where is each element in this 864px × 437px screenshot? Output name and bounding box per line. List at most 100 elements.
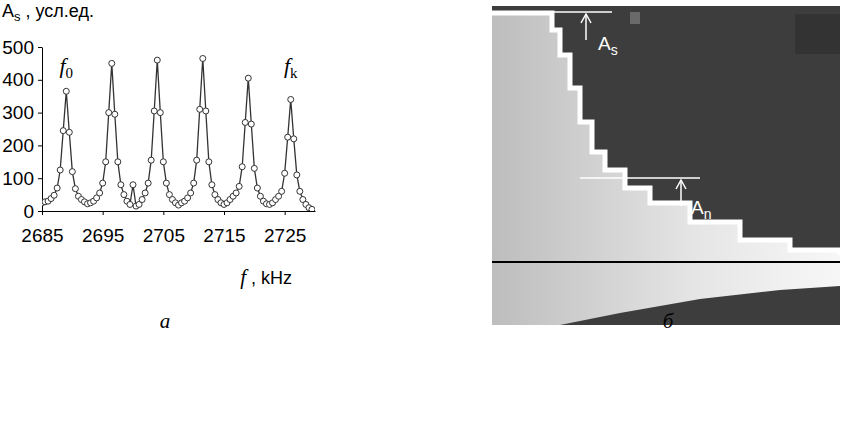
data-point <box>57 167 63 173</box>
level-arrow-head <box>676 180 686 189</box>
figure: 2685 2695 2705 2715 2725 0 100 200 300 400 500 f0 fk… <box>0 0 864 437</box>
data-point <box>163 180 169 186</box>
plot-area <box>42 55 315 211</box>
image-lower-dark <box>560 286 840 325</box>
level-label: As <box>598 33 618 58</box>
y-axis-title: As , усл.ед. <box>2 1 94 24</box>
data-point <box>51 192 57 198</box>
peak-label-sub: 0 <box>66 65 74 81</box>
x-tick-label: 2705 <box>143 225 185 246</box>
peak-label-sub: k <box>290 65 298 81</box>
y-tick-mark <box>38 113 42 114</box>
data-point <box>209 182 215 188</box>
y-tick: 500 <box>2 37 42 58</box>
data-point <box>203 108 209 114</box>
x-axis-title-rest: , kHz <box>246 268 292 288</box>
data-point <box>139 197 145 203</box>
y-tick: 300 <box>2 102 42 123</box>
data-point <box>103 159 109 165</box>
data-point <box>97 190 103 196</box>
data-point <box>115 159 121 165</box>
data-point <box>239 164 245 170</box>
y-tick: 0 <box>23 201 42 222</box>
data-point <box>72 186 78 192</box>
y-tick-mark <box>38 145 42 146</box>
x-axis: 2685 2695 2705 2715 2725 <box>21 211 315 246</box>
data-point <box>279 188 285 194</box>
data-point <box>206 159 212 165</box>
level-arrow-shaft <box>585 15 587 40</box>
data-point <box>60 128 66 134</box>
data-point <box>118 182 124 188</box>
data-point <box>251 165 257 171</box>
x-axis-title: f , kHz <box>240 265 292 289</box>
panel-label: а <box>160 309 171 333</box>
y-tick-label: 500 <box>2 37 34 58</box>
x-tick-mark <box>103 211 104 215</box>
data-point <box>54 185 60 191</box>
data-point <box>63 88 69 94</box>
y-tick-label: 400 <box>2 69 34 90</box>
peak-label: f0 <box>59 53 73 81</box>
data-point <box>309 206 315 211</box>
y-tick: 100 <box>2 168 42 189</box>
peak-label: fk <box>284 53 298 81</box>
level-line <box>492 11 612 13</box>
y-tick-mark <box>38 47 42 48</box>
y-tick-label: 0 <box>23 201 34 222</box>
x-tick-mark <box>224 211 225 215</box>
data-point <box>291 136 297 142</box>
data-point <box>248 121 254 127</box>
y-tick: 200 <box>2 135 42 156</box>
data-point <box>200 55 206 61</box>
data-point <box>188 190 194 196</box>
data-point <box>294 172 300 178</box>
x-tick-mark <box>163 211 164 215</box>
data-point <box>154 57 160 63</box>
series-line <box>42 58 312 209</box>
y-tick-mark <box>38 178 42 179</box>
data-point <box>130 182 136 188</box>
y-axis-line <box>42 48 43 212</box>
x-tick: 2725 <box>264 211 306 246</box>
level-arrow-head <box>581 14 591 23</box>
y-tick-label: 100 <box>2 168 34 189</box>
x-tick-label: 2685 <box>21 225 63 246</box>
data-point <box>100 180 106 186</box>
y-axis-title-main: A <box>2 1 14 21</box>
data-point <box>288 96 294 102</box>
data-point <box>191 180 197 186</box>
image-patch <box>630 12 640 24</box>
x-tick-label: 2725 <box>264 225 306 246</box>
level-label-sub: s <box>611 42 618 58</box>
y-tick-label: 200 <box>2 135 34 156</box>
data-point <box>148 157 154 163</box>
x-tick-mark <box>285 211 286 215</box>
data-point <box>142 190 148 196</box>
level-label: An <box>691 197 711 222</box>
data-point <box>106 110 112 116</box>
x-tick: 2705 <box>143 211 185 246</box>
image-background <box>492 6 840 325</box>
data-point <box>233 190 239 196</box>
level-line <box>580 177 700 179</box>
data-point <box>194 157 200 163</box>
y-axis-title-rest: , усл.ед. <box>21 1 94 21</box>
x-tick-label: 2695 <box>82 225 124 246</box>
image-panel: AsAn <box>492 6 840 325</box>
y-tick-label: 300 <box>2 102 34 123</box>
data-point <box>121 192 127 198</box>
level-label-main: A <box>691 197 704 218</box>
level-label-main: A <box>598 33 611 54</box>
data-point <box>245 75 251 81</box>
panel-label: б <box>663 309 675 333</box>
data-point <box>69 169 75 175</box>
data-point <box>151 108 157 114</box>
x-tick: 2695 <box>82 211 124 246</box>
level-label-sub: n <box>704 206 712 222</box>
data-point <box>160 159 166 165</box>
x-tick-label: 2715 <box>203 225 245 246</box>
image-baseline <box>492 261 840 263</box>
x-tick: 2715 <box>203 211 245 246</box>
data-point <box>157 110 163 116</box>
